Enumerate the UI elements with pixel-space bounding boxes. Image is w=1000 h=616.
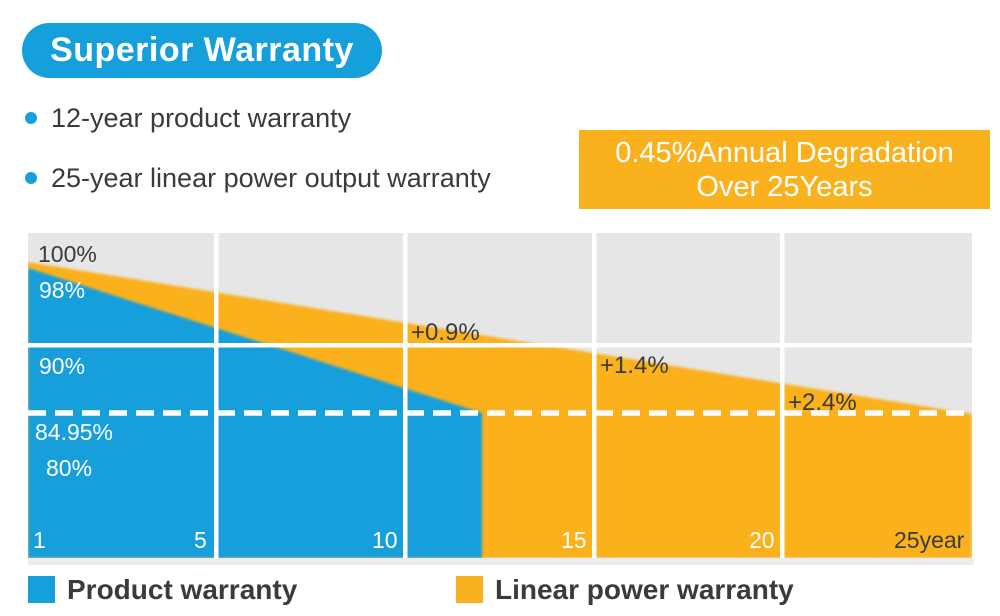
- warranty-chart: 100% 98% 90% 84.95% 80% 1 5 10 15 20 25y…: [28, 233, 972, 558]
- xtick-5: 5: [194, 527, 207, 553]
- legend-swatch-linear-icon: [456, 576, 483, 603]
- xtick-20: 20: [749, 527, 775, 553]
- title-badge: Superior Warranty: [22, 23, 382, 78]
- chart-canvas: [28, 233, 972, 558]
- degradation-line2: Over 25Years: [696, 170, 873, 203]
- xtick-1: 1: [33, 527, 46, 553]
- annotation-year15: +1.4%: [600, 352, 669, 379]
- gridline-year-10: [403, 233, 408, 558]
- chart-bottom-shadow: [28, 558, 974, 565]
- bullet-dot-icon: [25, 172, 37, 184]
- gridline-year-15: [592, 233, 597, 558]
- legend-item-linear-power-warranty: Linear power warranty: [456, 573, 794, 605]
- ytick-8495: 84.95%: [35, 419, 114, 445]
- bullet-dot-icon: [25, 112, 37, 124]
- xtick-10: 10: [372, 527, 398, 553]
- legend-label-product: Product warranty: [67, 573, 298, 605]
- degradation-callout: 0.45%Annual Degradation Over 25Years: [579, 130, 990, 209]
- bullet-linear-power-warranty: 25-year linear power output warranty: [25, 162, 491, 193]
- gridline-90pct: [28, 343, 972, 348]
- ytick-80: 80%: [46, 455, 93, 481]
- bullet-product-warranty: 12-year product warranty: [25, 102, 352, 133]
- xtick-15: 15: [561, 527, 587, 553]
- bullet-text: 12-year product warranty: [51, 102, 352, 133]
- annotation-year20: +2.4%: [788, 389, 857, 416]
- degradation-line1: 0.45%Annual Degradation: [615, 136, 954, 169]
- xtick-25year: 25year: [894, 527, 965, 553]
- ytick-100: 100%: [38, 241, 97, 267]
- legend-item-product-warranty: Product warranty: [28, 573, 298, 605]
- ytick-90: 90%: [39, 353, 86, 379]
- legend-label-linear: Linear power warranty: [495, 573, 794, 605]
- gridline-year-5: [214, 233, 219, 558]
- annotation-year10: +0.9%: [411, 319, 480, 346]
- ytick-98: 98%: [39, 277, 86, 303]
- bullet-text: 25-year linear power output warranty: [51, 162, 491, 193]
- legend-swatch-product-icon: [28, 576, 55, 603]
- page-title: Superior Warranty: [50, 31, 354, 69]
- gridline-year-20: [780, 233, 785, 558]
